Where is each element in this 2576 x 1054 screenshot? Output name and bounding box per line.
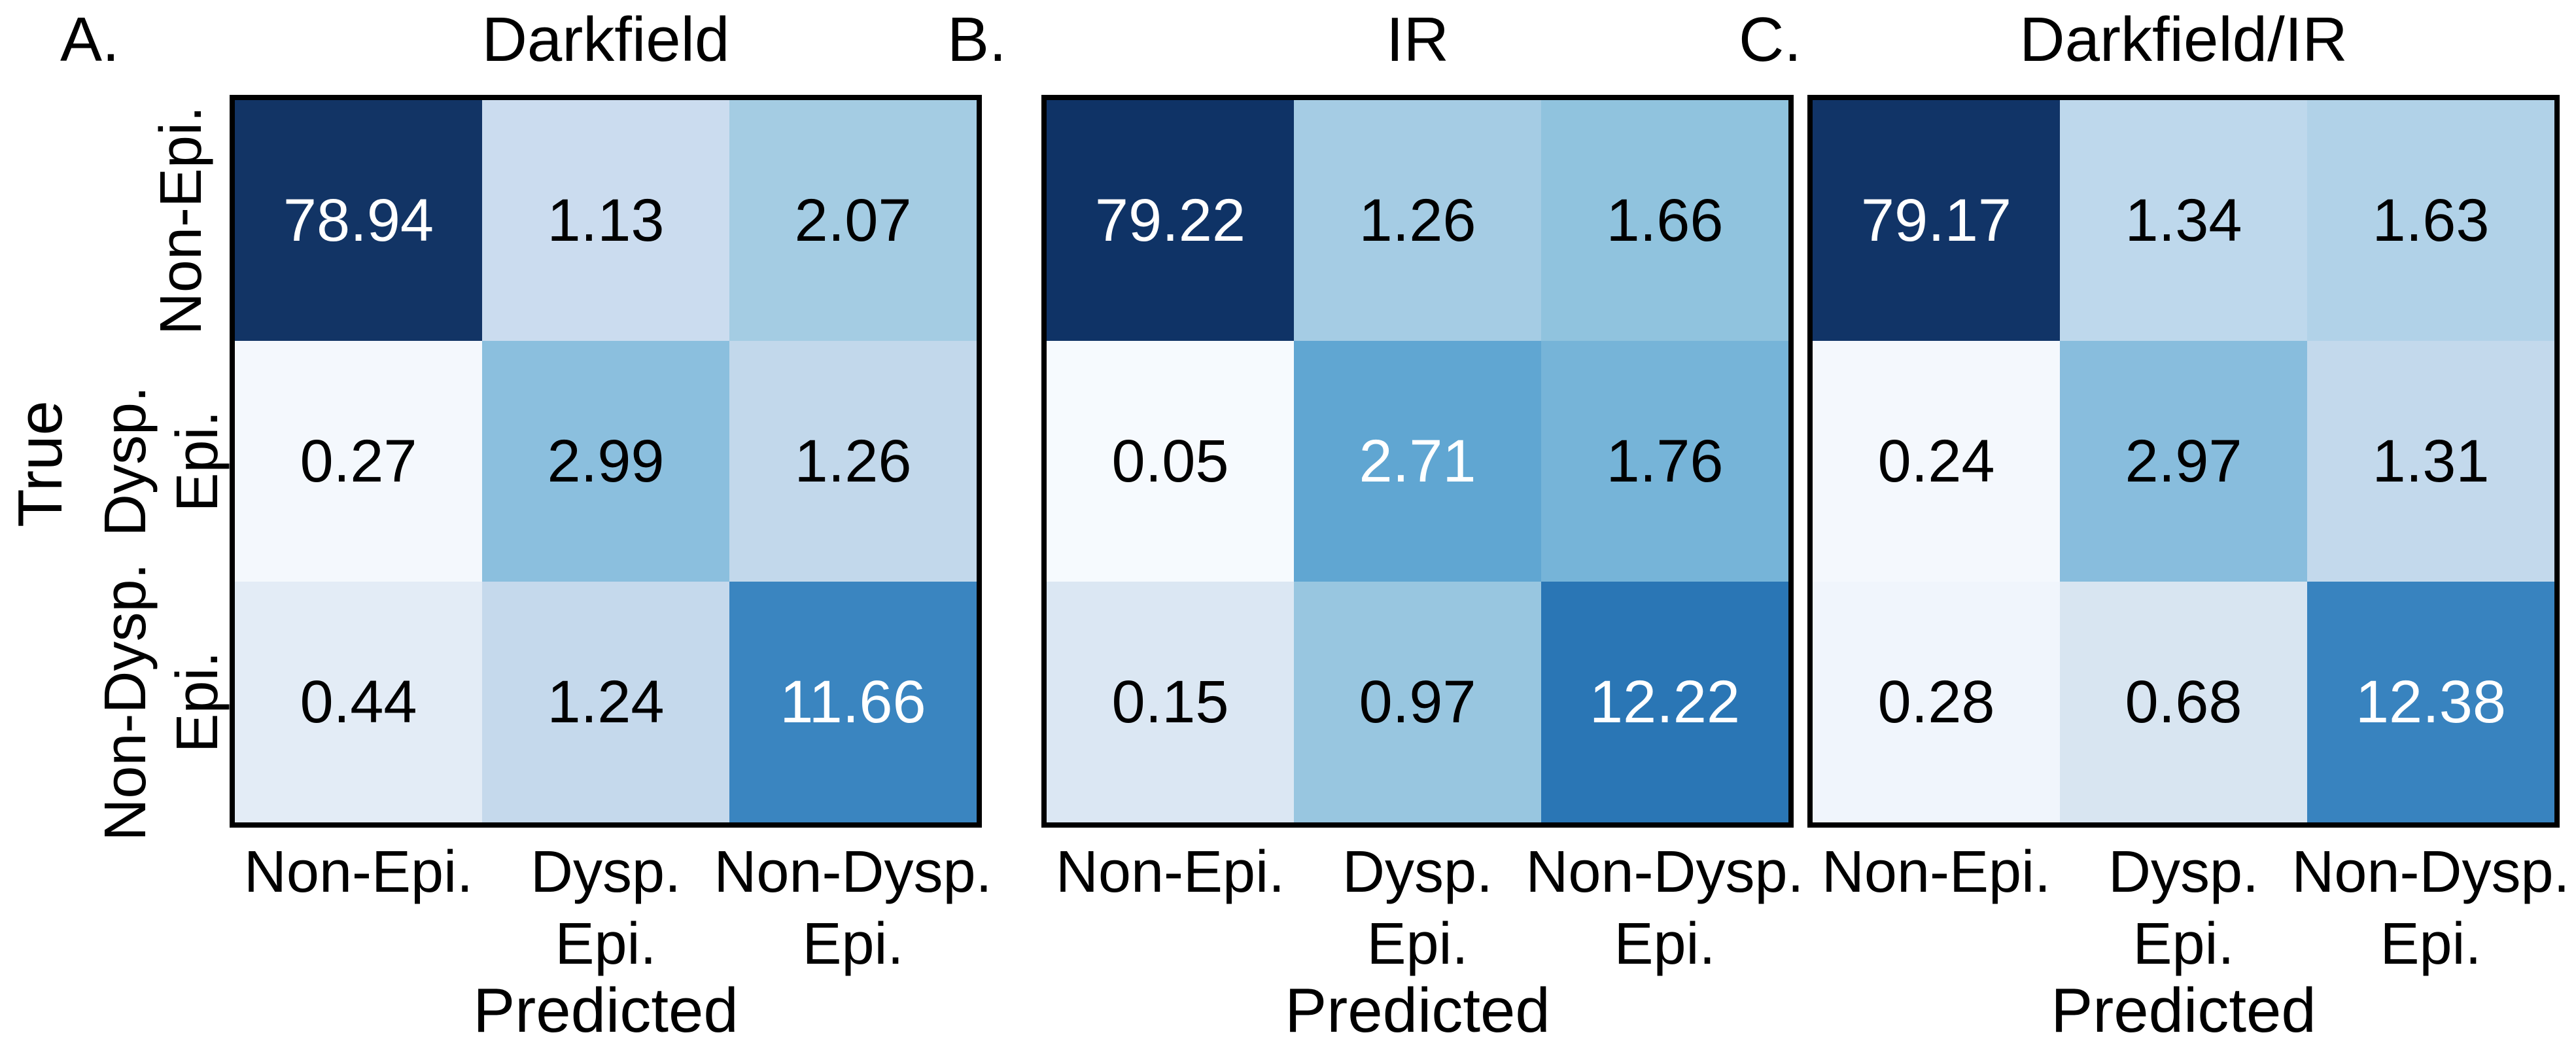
heatmap-c-cell-r0c1: 1.34 bbox=[2060, 100, 2307, 341]
heatmap-b-cell-r2c1: 0.97 bbox=[1294, 582, 1541, 822]
panel-a-y-axis-label: True bbox=[5, 400, 75, 527]
heatmap-b-cell-r1c1: 2.71 bbox=[1294, 341, 1541, 582]
heatmap-c-cell-r1c2: 1.31 bbox=[2307, 341, 2554, 582]
heatmap-c-cell-r0c2: 1.63 bbox=[2307, 100, 2554, 341]
heatmap-a-cell-r2c2: 11.66 bbox=[729, 582, 977, 822]
panel-b-xtick-1: Dysp. Epi. bbox=[1342, 839, 1493, 977]
panel-c-xtick-2: Non-Dysp. Epi. bbox=[2291, 839, 2570, 977]
panel-b-x-axis-label: Predicted bbox=[1285, 975, 1550, 1045]
heatmap-a-cell-r1c1: 2.99 bbox=[482, 341, 729, 582]
heatmap-c-cell-r1c1: 2.97 bbox=[2060, 341, 2307, 582]
panel-c-xtick-1: Dysp. Epi. bbox=[2108, 839, 2259, 977]
heatmap-a-cell-r1c2: 1.26 bbox=[729, 341, 977, 582]
heatmap-a-cell-r1c0: 0.27 bbox=[235, 341, 482, 582]
panel-a-x-axis-label: Predicted bbox=[473, 975, 739, 1045]
panel-a-title: Darkfield bbox=[481, 5, 730, 75]
panel-a-xtick-2: Non-Dysp. Epi. bbox=[714, 839, 992, 977]
panel-c-title: Darkfield/IR bbox=[2019, 5, 2348, 75]
panel-b-xtick-2: Non-Dysp. Epi. bbox=[1525, 839, 1804, 977]
heatmap-b-cell-r0c2: 1.66 bbox=[1541, 100, 1788, 341]
heatmap-a-cell-r0c2: 2.07 bbox=[729, 100, 977, 341]
panel-c-x-axis-label: Predicted bbox=[2051, 975, 2316, 1045]
heatmap-b-cell-r1c0: 0.05 bbox=[1047, 341, 1294, 582]
heatmap-b-cell-r0c0: 79.22 bbox=[1047, 100, 1294, 341]
heatmap-a-darkfield: 78.94 1.13 2.07 0.27 2.99 1.26 0.44 1.24 11.66 bbox=[230, 95, 982, 828]
panel-b-letter: B. bbox=[947, 5, 1007, 75]
heatmap-c-darkfield-ir: 79.17 1.34 1.63 0.24 2.97 1.31 0.28 0.68 12.38 bbox=[1807, 95, 2560, 828]
heatmap-c-cell-r2c1: 0.68 bbox=[2060, 582, 2307, 822]
panel-b-title: IR bbox=[1386, 5, 1449, 75]
heatmap-c-cell-r2c2: 12.38 bbox=[2307, 582, 2554, 822]
heatmap-c-cell-r0c0: 79.17 bbox=[1813, 100, 2060, 341]
panel-a-xtick-0: Non-Epi. bbox=[243, 839, 474, 905]
panel-a-letter: A. bbox=[60, 5, 120, 75]
heatmap-c-cell-r2c0: 0.28 bbox=[1813, 582, 2060, 822]
panel-a-ytick-2: Non-Dysp. Epi. bbox=[93, 563, 230, 841]
heatmap-b-cell-r0c1: 1.26 bbox=[1294, 100, 1541, 341]
heatmap-b-ir: 79.22 1.26 1.66 0.05 2.71 1.76 0.15 0.97 12.22 bbox=[1041, 95, 1794, 828]
heatmap-a-cell-r0c0: 78.94 bbox=[235, 100, 482, 341]
heatmap-b-cell-r2c2: 12.22 bbox=[1541, 582, 1788, 822]
panel-a-xtick-1: Dysp. Epi. bbox=[530, 839, 682, 977]
panel-c-letter: C. bbox=[1739, 5, 1801, 75]
heatmap-b-cell-r2c0: 0.15 bbox=[1047, 582, 1294, 822]
heatmap-a-cell-r2c1: 1.24 bbox=[482, 582, 729, 822]
panel-b-xtick-0: Non-Epi. bbox=[1055, 839, 1285, 905]
heatmap-a-cell-r2c0: 0.44 bbox=[235, 582, 482, 822]
heatmap-b-cell-r1c2: 1.76 bbox=[1541, 341, 1788, 582]
heatmap-a-cell-r0c1: 1.13 bbox=[482, 100, 729, 341]
heatmap-c-cell-r1c0: 0.24 bbox=[1813, 341, 2060, 582]
panel-c-xtick-0: Non-Epi. bbox=[1821, 839, 2051, 905]
